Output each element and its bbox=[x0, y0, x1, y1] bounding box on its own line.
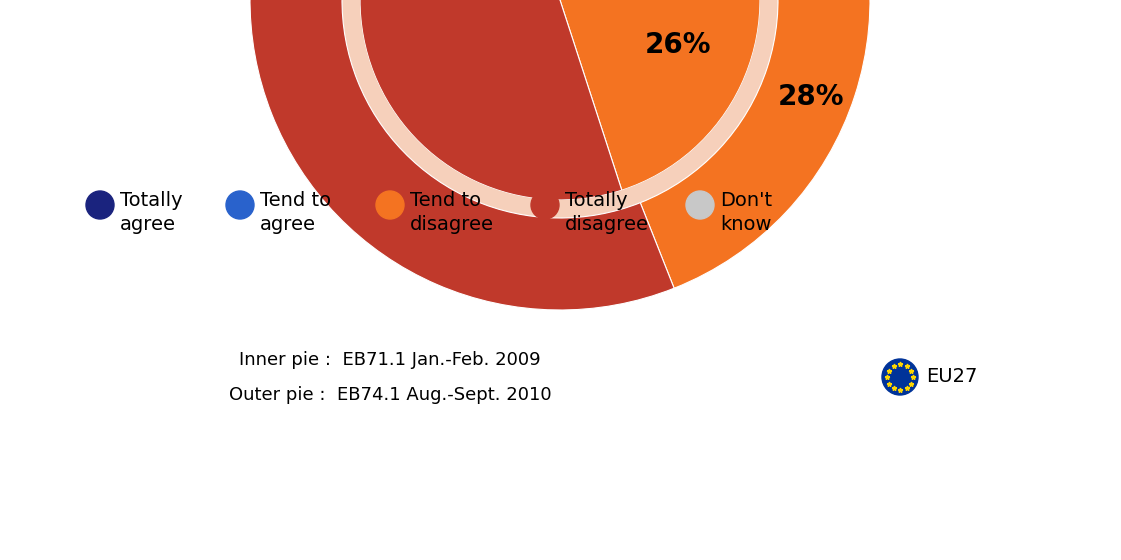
Text: 26%: 26% bbox=[645, 31, 711, 59]
Text: Don't: Don't bbox=[720, 190, 772, 209]
Text: disagree: disagree bbox=[410, 216, 494, 235]
Wedge shape bbox=[342, 0, 778, 218]
Wedge shape bbox=[360, 0, 622, 200]
Text: know: know bbox=[720, 216, 771, 235]
Wedge shape bbox=[560, 0, 760, 190]
Text: Tend to: Tend to bbox=[410, 190, 481, 209]
Circle shape bbox=[686, 191, 714, 219]
Text: agree: agree bbox=[260, 216, 316, 235]
Circle shape bbox=[531, 191, 559, 219]
Text: Outer pie :  EB74.1 Aug.-Sept. 2010: Outer pie : EB74.1 Aug.-Sept. 2010 bbox=[229, 386, 552, 404]
Text: Inner pie :  EB71.1 Jan.-Feb. 2009: Inner pie : EB71.1 Jan.-Feb. 2009 bbox=[239, 351, 540, 369]
Text: 28%: 28% bbox=[778, 82, 844, 110]
Circle shape bbox=[882, 359, 918, 395]
Circle shape bbox=[86, 191, 114, 219]
Text: disagree: disagree bbox=[565, 216, 649, 235]
Text: agree: agree bbox=[120, 216, 176, 235]
Circle shape bbox=[226, 191, 254, 219]
Wedge shape bbox=[640, 0, 870, 288]
Text: EU27: EU27 bbox=[926, 367, 978, 386]
Text: Totally: Totally bbox=[565, 190, 628, 209]
Text: Totally: Totally bbox=[120, 190, 183, 209]
Circle shape bbox=[376, 191, 404, 219]
Text: Tend to: Tend to bbox=[260, 190, 331, 209]
Wedge shape bbox=[250, 0, 674, 310]
